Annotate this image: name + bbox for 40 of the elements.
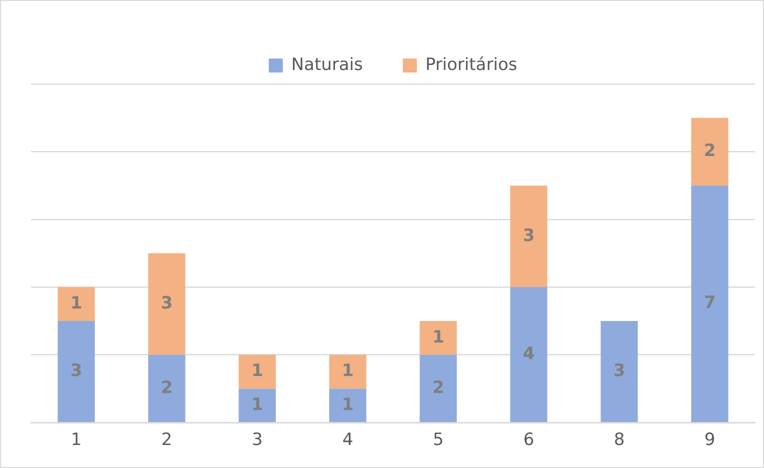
data-label: 1 [251,361,264,382]
bar [329,354,366,389]
legend-label: Naturais [291,54,364,75]
bar [691,186,728,422]
bar [510,287,548,422]
data-label: 2 [432,378,444,398]
data-label: 3 [160,294,173,314]
x-tick-label: 8 [614,430,625,450]
data-label: 3 [70,360,82,381]
data-label: 1 [342,361,354,382]
data-label: 1 [432,327,444,348]
bar [238,354,276,389]
bar [510,186,548,288]
x-tick-label: 4 [342,430,354,450]
bar [148,354,186,422]
data-label: 4 [522,344,535,364]
bar [148,253,186,355]
bar [329,388,366,422]
data-label: 3 [522,226,535,246]
bar [420,354,457,422]
data-label: 3 [613,360,626,381]
legend-label: Prioritários [425,54,518,75]
bar [691,118,728,186]
x-tick-label: 5 [432,430,444,450]
x-tick-label: 9 [704,430,716,450]
data-label: 7 [704,293,716,314]
x-tick-label: 3 [252,430,263,450]
x-tick-label: 6 [523,430,534,450]
data-label: 1 [342,394,354,415]
x-tick-label: 1 [70,430,82,450]
data-label: 2 [704,141,716,162]
bar [238,388,276,422]
x-tick-label: 2 [161,430,172,450]
bar [58,287,95,322]
data-label: 2 [160,378,173,398]
data-label: 1 [251,394,264,415]
bar [600,321,638,422]
bar [420,321,457,355]
bar [58,321,95,422]
data-label: 1 [70,294,82,314]
